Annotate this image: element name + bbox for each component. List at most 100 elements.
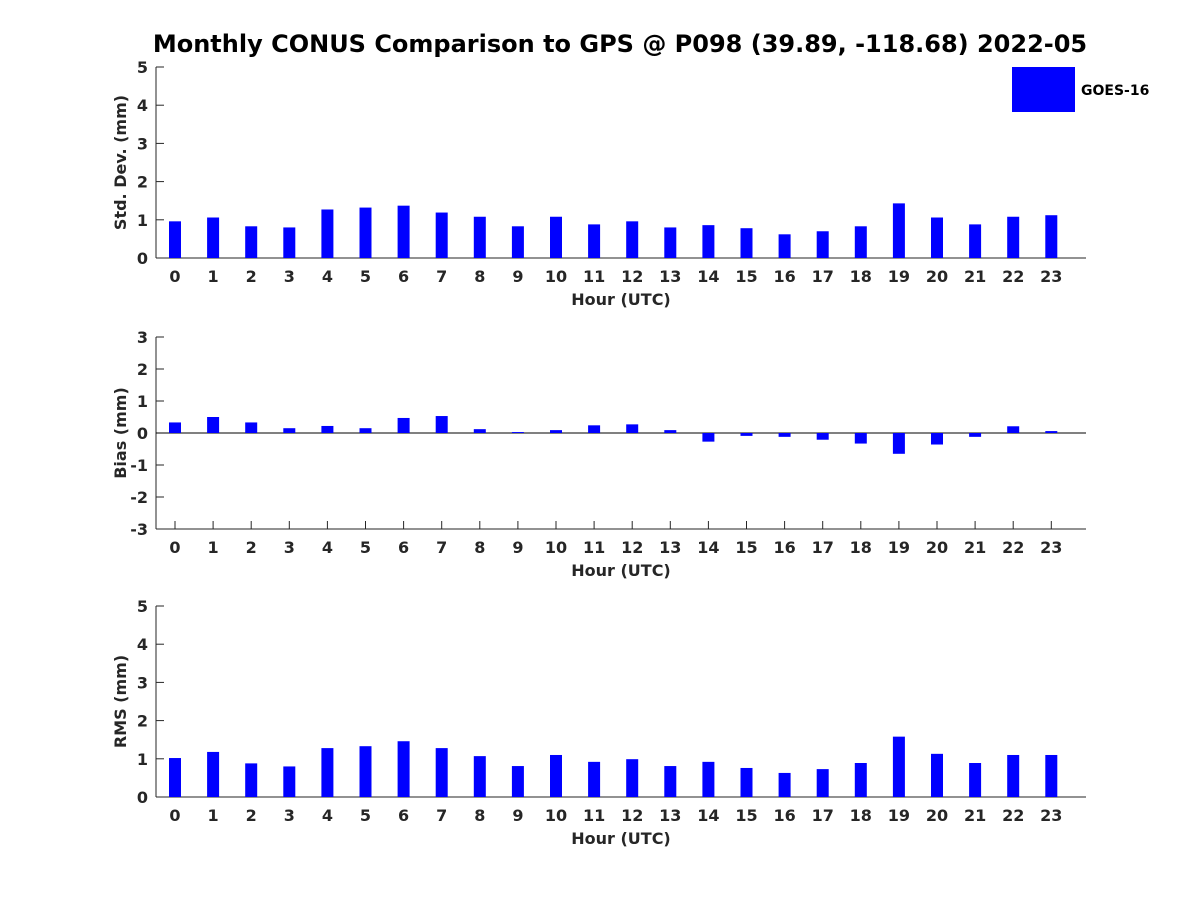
bias-x-tick-label: 19 xyxy=(888,538,910,557)
rms-x-tick-label: 18 xyxy=(850,806,872,825)
rms-x-tick-label: 11 xyxy=(583,806,605,825)
rms-bar xyxy=(511,766,524,797)
std-dev-x-tick-label: 5 xyxy=(360,267,371,286)
bias-x-tick-label: 3 xyxy=(284,538,295,557)
bias-bar xyxy=(664,430,677,433)
std-dev-x-tick-label: 8 xyxy=(474,267,485,286)
rms-y-tick-label: 5 xyxy=(137,597,148,616)
rms-y-tick-label: 3 xyxy=(137,673,148,692)
rms-bar xyxy=(1045,754,1058,797)
bias-bar xyxy=(1045,431,1058,433)
std-dev-x-tick-label: 20 xyxy=(926,267,948,286)
bias-bar xyxy=(1007,426,1020,433)
rms-x-tick-label: 7 xyxy=(436,806,447,825)
bias-x-tick-label: 11 xyxy=(583,538,605,557)
rms-bar xyxy=(816,769,829,797)
std-dev-bar xyxy=(1045,215,1058,258)
std-dev-x-tick-label: 15 xyxy=(735,267,757,286)
std-dev-x-tick-label: 19 xyxy=(888,267,910,286)
bias-x-tick-label: 12 xyxy=(621,538,643,557)
std-dev-y-axis-label: Std. Dev. (mm) xyxy=(111,95,130,230)
bias-x-tick-label: 10 xyxy=(545,538,567,557)
std-dev-x-tick-label: 17 xyxy=(812,267,834,286)
std-dev-bar xyxy=(588,224,601,258)
rms-x-tick-label: 23 xyxy=(1040,806,1062,825)
bias-bar xyxy=(550,430,562,433)
rms-x-tick-label: 2 xyxy=(246,806,257,825)
std-dev-bar xyxy=(931,217,943,258)
bias-x-tick-label: 17 xyxy=(812,538,834,557)
std-dev-bar xyxy=(473,216,486,258)
rms-y-axis-label: RMS (mm) xyxy=(111,655,130,748)
bias-bar xyxy=(969,433,982,437)
bias-bar xyxy=(435,416,448,433)
bias-x-tick-label: 7 xyxy=(436,538,447,557)
rms-bar xyxy=(550,754,562,797)
bias-bar xyxy=(626,424,639,433)
bias-bar xyxy=(702,433,715,442)
rms-bar xyxy=(435,748,448,797)
bias-y-axis-label: Bias (mm) xyxy=(111,387,130,479)
rms-x-tick-label: 16 xyxy=(773,806,795,825)
std-dev-bar xyxy=(626,221,639,258)
bias-bar xyxy=(359,428,372,433)
std-dev-x-tick-label: 1 xyxy=(208,267,219,286)
bias-x-tick-label: 14 xyxy=(697,538,719,557)
bias-bar xyxy=(207,417,220,433)
std-dev-x-tick-label: 4 xyxy=(322,267,333,286)
bias-x-tick-label: 0 xyxy=(169,538,180,557)
rms-x-tick-label: 15 xyxy=(735,806,757,825)
rms-x-tick-label: 10 xyxy=(545,806,567,825)
rms-x-tick-label: 3 xyxy=(284,806,295,825)
std-dev-x-tick-label: 13 xyxy=(659,267,681,286)
legend-swatch xyxy=(1012,67,1075,112)
std-dev-bar xyxy=(435,212,448,258)
bias-bar xyxy=(892,433,905,454)
rms-x-tick-label: 8 xyxy=(474,806,485,825)
bias-bar xyxy=(283,428,296,433)
rms-bar xyxy=(321,748,334,797)
std-dev-bar xyxy=(1007,216,1020,258)
bias-bar xyxy=(816,433,829,440)
std-dev-bar xyxy=(892,203,905,258)
std-dev-y-tick-label: 3 xyxy=(137,134,148,153)
std-dev-x-tick-label: 18 xyxy=(850,267,872,286)
std-dev-bar xyxy=(283,227,296,258)
bias-x-tick-label: 16 xyxy=(773,538,795,557)
rms-bar xyxy=(740,767,753,797)
std-dev-x-tick-label: 9 xyxy=(512,267,523,286)
bias-bar xyxy=(778,433,791,437)
bias-bar xyxy=(473,429,486,433)
std-dev-bar xyxy=(207,217,220,258)
rms-bar xyxy=(473,756,486,797)
bias-x-tick-label: 23 xyxy=(1040,538,1062,557)
std-dev-x-axis-label: Hour (UTC) xyxy=(571,290,671,309)
std-dev-bar xyxy=(321,209,334,258)
bias-bar xyxy=(245,422,258,433)
rms-x-tick-label: 1 xyxy=(208,806,219,825)
bias-x-tick-label: 13 xyxy=(659,538,681,557)
bias-x-tick-label: 2 xyxy=(246,538,257,557)
bias-y-tick-label: 1 xyxy=(137,392,148,411)
std-dev-bar xyxy=(740,228,753,258)
rms-x-tick-label: 22 xyxy=(1002,806,1024,825)
rms-x-axis-label: Hour (UTC) xyxy=(571,829,671,848)
std-dev-x-tick-label: 6 xyxy=(398,267,409,286)
rms-x-tick-label: 14 xyxy=(697,806,719,825)
bias-x-tick-label: 15 xyxy=(735,538,757,557)
bias-y-tick-label: 3 xyxy=(137,328,148,347)
bias-bar xyxy=(397,417,410,433)
rms-bar xyxy=(892,736,905,797)
rms-x-tick-label: 0 xyxy=(169,806,180,825)
rms-y-tick-label: 0 xyxy=(137,788,148,807)
bias-bar xyxy=(321,425,334,433)
rms-bar xyxy=(1007,754,1020,797)
std-dev-y-tick-label: 2 xyxy=(137,173,148,192)
rms-bar xyxy=(969,763,982,797)
std-dev-bar xyxy=(397,205,410,258)
std-dev-x-tick-label: 11 xyxy=(583,267,605,286)
chart-title: Monthly CONUS Comparison to GPS @ P098 (… xyxy=(152,30,1088,58)
